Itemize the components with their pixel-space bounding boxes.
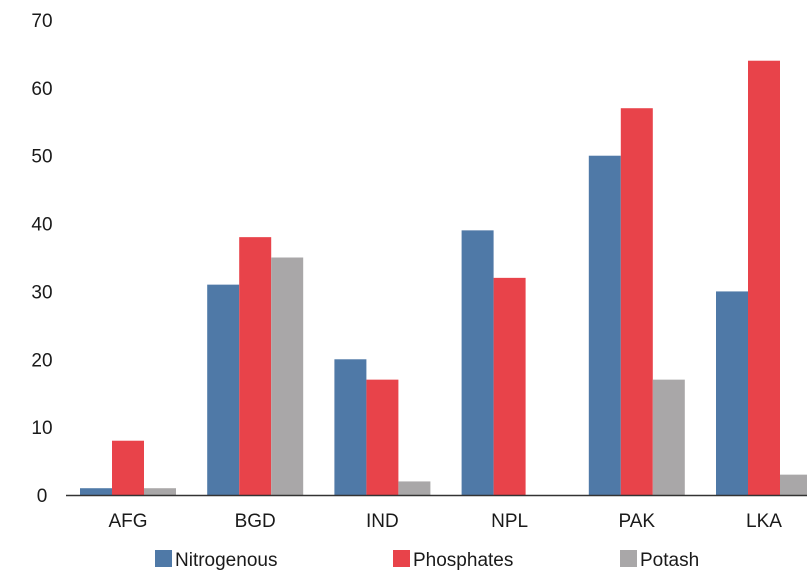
bar-ind-potash: [398, 481, 431, 495]
x-axis-labels: AFG BGD IND NPL PAK LKA: [108, 511, 782, 532]
x-tick-label-npl: NPL: [491, 511, 528, 532]
x-tick-label-ind: IND: [366, 511, 399, 532]
y-tick-label-40: 40: [31, 215, 52, 236]
y-tick-label-60: 60: [31, 79, 52, 100]
bar-pak-phosphates: [620, 108, 653, 495]
legend-swatch-nitrogenous: [155, 550, 172, 567]
y-tick-label-0: 0: [37, 486, 48, 507]
x-tick-label-lka: LKA: [746, 511, 782, 532]
legend-label-phosphates: Phosphates: [413, 550, 513, 571]
bar-lka-potash: [780, 474, 807, 495]
y-tick-label-50: 50: [31, 147, 52, 168]
bar-ind-nitrogenous: [334, 359, 367, 495]
bar-pak-potash: [652, 379, 685, 495]
y-tick-label-70: 70: [31, 11, 52, 32]
bar-bgd-potash: [271, 257, 304, 495]
bar-bgd-nitrogenous: [207, 284, 240, 495]
bar-npl-nitrogenous: [461, 230, 494, 495]
bar-pak-nitrogenous: [588, 155, 621, 495]
x-tick-label-bgd: BGD: [235, 511, 276, 532]
legend-swatch-potash: [620, 550, 637, 567]
bar-bgd-phosphates: [239, 237, 272, 495]
bar-lka-phosphates: [748, 60, 780, 495]
bar-afg-potash: [144, 488, 176, 495]
y-tick-label-10: 10: [31, 418, 52, 439]
bars: [80, 60, 807, 495]
bar-afg-nitrogenous: [80, 488, 112, 495]
y-tick-label-20: 20: [31, 350, 52, 371]
legend: Nitrogenous Phosphates Potash: [155, 550, 699, 571]
y-tick-label-30: 30: [31, 282, 52, 303]
legend-label-potash: Potash: [640, 550, 699, 571]
legend-swatch-phosphates: [393, 550, 410, 567]
legend-label-nitrogenous: Nitrogenous: [175, 550, 277, 571]
y-axis-ticks: 0 10 20 30 40 50 60 70: [31, 11, 52, 507]
bar-lka-nitrogenous: [716, 291, 748, 495]
x-tick-label-afg: AFG: [108, 511, 147, 532]
bar-npl-phosphates: [493, 277, 526, 495]
bar-afg-phosphates: [112, 440, 144, 495]
bar-ind-phosphates: [366, 379, 399, 495]
x-tick-label-pak: PAK: [618, 511, 655, 532]
